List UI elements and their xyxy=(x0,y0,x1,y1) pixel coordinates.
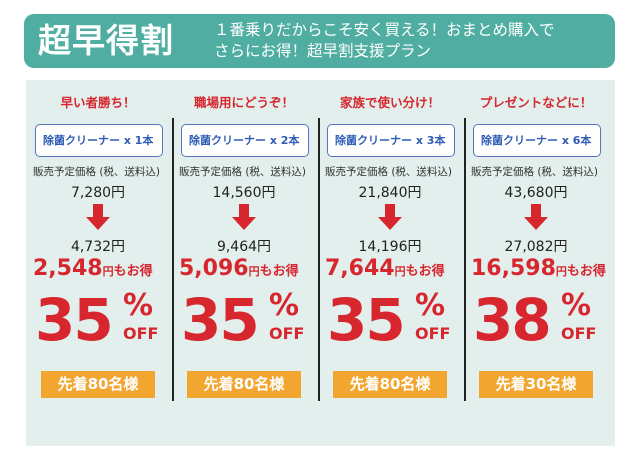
savings-suffix: もお得 xyxy=(405,264,445,279)
sale-price: 14,196円 xyxy=(358,239,422,255)
savings-text: 2,548円もお得 xyxy=(33,256,183,281)
price-note: 販売予定価格 (税、送料込) xyxy=(179,166,307,178)
price-note: 販売予定価格 (税、送料込) xyxy=(33,166,161,178)
savings-amount: 2,548 xyxy=(33,256,103,281)
discount-label: 35 % OFF xyxy=(327,284,467,356)
savings-amount: 7,644 xyxy=(325,256,395,281)
plan-heading: 早い者勝ち！ xyxy=(60,95,136,110)
discount-off: OFF xyxy=(123,324,159,343)
limit-badge: 先着30名様 xyxy=(479,371,593,398)
plan-heading: プレゼントなどに！ xyxy=(479,95,593,110)
limit-badge: 先着80名様 xyxy=(333,371,447,398)
savings-yen: 円 xyxy=(102,265,114,278)
limit-badge: 先着80名様 xyxy=(41,371,155,398)
discount-percent-sign: % xyxy=(561,288,592,323)
discount-number: 38 xyxy=(473,286,552,354)
discount-number: 35 xyxy=(35,286,114,354)
sale-price: 27,082円 xyxy=(504,239,568,255)
discount-off: OFF xyxy=(415,324,451,343)
savings-yen: 円 xyxy=(394,265,406,278)
savings-text: 16,598円もお得 xyxy=(471,256,621,281)
column-divider xyxy=(318,118,320,401)
original-price: 21,840円 xyxy=(358,185,422,201)
product-label: 除菌クリーナー x 2本 xyxy=(181,124,309,157)
down-arrow-icon xyxy=(86,204,110,230)
savings-yen: 円 xyxy=(555,265,567,278)
page-subtitle: １番乗りだからこそ安く買える！おまとめ購入で さらにお得！超早割支援プラン xyxy=(214,21,555,60)
savings-suffix: もお得 xyxy=(566,264,606,279)
savings-suffix: もお得 xyxy=(259,264,299,279)
product-label: 除菌クリーナー x 3本 xyxy=(327,124,455,157)
page-title: 超早得割 xyxy=(38,21,174,60)
product-label: 除菌クリーナー x 6本 xyxy=(473,124,601,157)
plan-card[interactable]: 職場用にどうぞ！ 除菌クリーナー x 2本 販売予定価格 (税、送料込) 14,… xyxy=(179,86,309,406)
column-divider xyxy=(172,118,174,401)
plan-card[interactable]: 早い者勝ち！ 除菌クリーナー x 1本 販売予定価格 (税、送料込) 7,280… xyxy=(33,86,163,406)
original-price: 7,280円 xyxy=(70,185,126,201)
discount-label: 35 % OFF xyxy=(181,284,321,356)
plan-heading: 職場用にどうぞ！ xyxy=(193,95,294,110)
limit-badge: 先着80名様 xyxy=(187,371,301,398)
discount-number: 35 xyxy=(181,286,260,354)
product-label: 除菌クリーナー x 1本 xyxy=(35,124,163,157)
discount-off: OFF xyxy=(561,324,597,343)
down-arrow-icon xyxy=(378,204,402,230)
discount-percent-sign: % xyxy=(415,288,446,323)
discount-percent-sign: % xyxy=(123,288,154,323)
price-note: 販売予定価格 (税、送料込) xyxy=(471,166,599,178)
down-arrow-icon xyxy=(524,204,548,230)
header-banner: 超早得割 １番乗りだからこそ安く買える！おまとめ購入で さらにお得！超早割支援プ… xyxy=(24,14,615,68)
price-note: 販売予定価格 (税、送料込) xyxy=(325,166,453,178)
plan-card[interactable]: 家族で使い分け！ 除菌クリーナー x 3本 販売予定価格 (税、送料込) 21,… xyxy=(325,86,455,406)
down-arrow-icon xyxy=(232,204,256,230)
plan-heading: 家族で使い分け！ xyxy=(339,95,440,110)
discount-label: 35 % OFF xyxy=(35,284,175,356)
discount-percent-sign: % xyxy=(269,288,300,323)
column-divider xyxy=(464,118,466,401)
savings-text: 7,644円もお得 xyxy=(325,256,475,281)
discount-number: 35 xyxy=(327,286,406,354)
savings-amount: 16,598 xyxy=(471,256,556,281)
savings-amount: 5,096 xyxy=(179,256,249,281)
discount-label: 38 % OFF xyxy=(473,284,613,356)
sale-price: 9,464円 xyxy=(216,239,272,255)
plan-card[interactable]: プレゼントなどに！ 除菌クリーナー x 6本 販売予定価格 (税、送料込) 43… xyxy=(471,86,606,406)
discount-off: OFF xyxy=(269,324,305,343)
savings-text: 5,096円もお得 xyxy=(179,256,329,281)
savings-suffix: もお得 xyxy=(113,264,153,279)
sale-price: 4,732円 xyxy=(70,239,126,255)
original-price: 14,560円 xyxy=(212,185,276,201)
savings-yen: 円 xyxy=(248,265,260,278)
original-price: 43,680円 xyxy=(504,185,568,201)
